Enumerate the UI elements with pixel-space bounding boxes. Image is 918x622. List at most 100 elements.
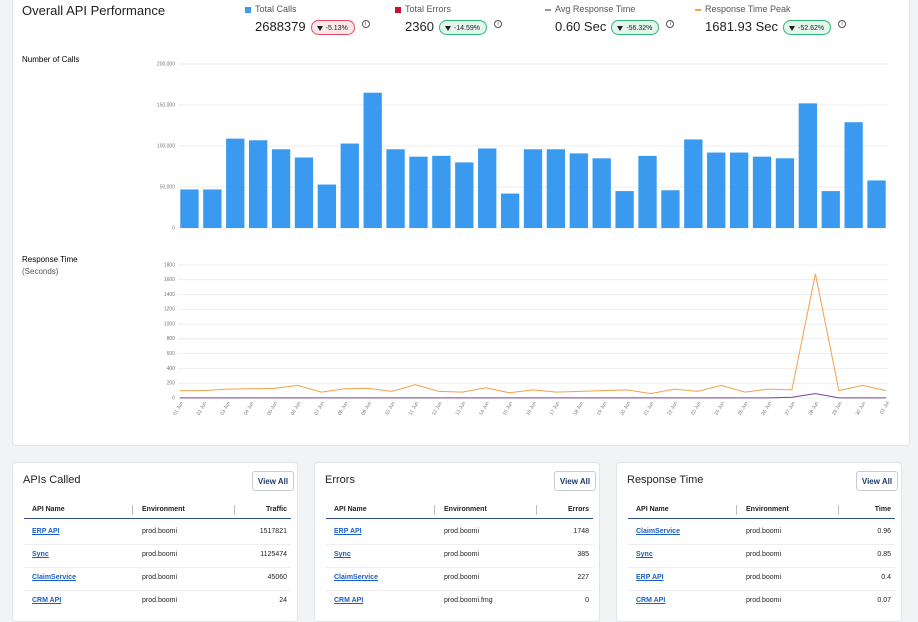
bar bbox=[615, 191, 634, 228]
trend-arrow bbox=[444, 26, 451, 31]
x-tick-label: 20 Jun bbox=[619, 400, 632, 416]
view-all-button[interactable]: View All bbox=[252, 471, 294, 491]
view-all-button[interactable]: View All bbox=[554, 471, 596, 491]
y-tick-label: 1400 bbox=[164, 292, 175, 298]
row-divider bbox=[24, 544, 291, 545]
metric-value: 385 bbox=[577, 551, 589, 558]
environment: prod.boomi bbox=[444, 551, 480, 558]
api-link[interactable]: ClaimService bbox=[32, 574, 76, 581]
row-divider bbox=[628, 567, 895, 568]
y-tick-label: 0 bbox=[172, 395, 175, 401]
y-tick-label: 800 bbox=[167, 336, 176, 342]
x-tick-label: 04 Jun bbox=[243, 400, 256, 416]
x-tick-label: 25 Jun bbox=[737, 400, 750, 416]
x-tick-label: 12 Jun bbox=[431, 400, 444, 416]
bar bbox=[638, 155, 657, 228]
bar bbox=[821, 191, 840, 228]
environment: prod.boomi bbox=[142, 551, 178, 558]
bar bbox=[249, 140, 268, 228]
environment: prod.boomi bbox=[746, 574, 782, 581]
trend-arrow bbox=[316, 26, 323, 31]
legend-marker bbox=[395, 7, 401, 13]
change-badge: -52.62% bbox=[783, 20, 832, 35]
header-underline bbox=[628, 518, 895, 519]
api-link[interactable]: CRM API bbox=[334, 597, 364, 604]
header-underline bbox=[326, 518, 593, 519]
legend-marker bbox=[695, 9, 701, 11]
column-header: Environment bbox=[142, 506, 185, 513]
y-tick-label: 0 bbox=[172, 225, 175, 231]
kpi-value: 2360 bbox=[405, 19, 434, 34]
y-tick-label: 1200 bbox=[164, 307, 175, 313]
api-link[interactable]: CRM API bbox=[636, 597, 666, 604]
bar bbox=[798, 103, 817, 228]
x-tick-label: 21 Jun bbox=[643, 400, 656, 416]
y-tick-label: 50,000 bbox=[160, 184, 176, 190]
environment: prod.boomi bbox=[142, 574, 178, 581]
y-axis-label: Response Time bbox=[22, 255, 78, 264]
x-tick-label: 23 Jun bbox=[690, 400, 703, 416]
header-underline bbox=[24, 518, 291, 519]
x-tick-label: 02 Jun bbox=[196, 400, 209, 416]
api-link[interactable]: CRM API bbox=[32, 597, 62, 604]
x-tick-label: 10 Jun bbox=[384, 400, 397, 416]
column-header: Traffic bbox=[265, 506, 287, 513]
view-all-button[interactable]: View All bbox=[856, 471, 898, 491]
legend-marker bbox=[545, 9, 551, 11]
x-tick-label: 11 Jun bbox=[408, 400, 421, 416]
info-icon: i bbox=[838, 20, 847, 28]
kpi-value: 1681.93 Sec bbox=[705, 19, 779, 34]
x-tick-label: 22 Jun bbox=[666, 400, 679, 416]
metric-value: 45060 bbox=[267, 574, 287, 581]
bar bbox=[569, 153, 588, 228]
row-divider bbox=[326, 590, 593, 591]
api-link[interactable]: Sync bbox=[32, 551, 49, 558]
row-divider bbox=[628, 544, 895, 545]
metric-value: 1748 bbox=[573, 528, 589, 535]
y-tick-label: 200 bbox=[167, 381, 176, 387]
y-tick-label: 1600 bbox=[164, 277, 175, 283]
column-header: API Name bbox=[636, 506, 669, 513]
row-divider bbox=[326, 567, 593, 568]
x-tick-label: 15 Jun bbox=[502, 400, 515, 416]
x-tick-label: 08 Jun bbox=[337, 400, 350, 416]
y-tick-label: 100,000 bbox=[157, 143, 175, 149]
bar bbox=[684, 139, 703, 228]
api-link[interactable]: ERP API bbox=[334, 528, 362, 535]
api-link[interactable]: ClaimService bbox=[334, 574, 378, 581]
kpi-label: Total Errors bbox=[405, 4, 452, 14]
api-link[interactable]: ERP API bbox=[636, 574, 664, 581]
bar bbox=[386, 149, 405, 228]
bar bbox=[867, 180, 886, 228]
x-tick-label: 14 Jun bbox=[478, 400, 491, 416]
x-tick-label: 28 Jun bbox=[808, 400, 821, 416]
column-header: Environment bbox=[746, 506, 789, 513]
change-badge: -14.59% bbox=[438, 20, 487, 35]
table-card bbox=[314, 462, 600, 622]
column-separator bbox=[736, 505, 737, 515]
metric-value: 0.85 bbox=[877, 551, 891, 558]
metric-value: 1125474 bbox=[260, 551, 287, 558]
bar bbox=[340, 143, 359, 228]
metric-value: 1517821 bbox=[259, 528, 287, 535]
api-link[interactable]: ERP API bbox=[32, 528, 60, 535]
environment: prod.boomi.fmg bbox=[444, 597, 493, 604]
metric-value: 0.96 bbox=[877, 528, 891, 535]
environment: prod.boomi bbox=[142, 528, 178, 535]
x-tick-label: 24 Jun bbox=[713, 400, 726, 416]
environment: prod.boomi bbox=[746, 551, 782, 558]
x-tick-label: 17 Jun bbox=[549, 400, 562, 416]
kpi-label: Avg Response Time bbox=[555, 4, 636, 14]
info-icon: i bbox=[666, 20, 675, 28]
api-link[interactable]: ClaimService bbox=[636, 528, 680, 535]
y-axis-sublabel: (Seconds) bbox=[22, 267, 59, 276]
y-tick-label: 400 bbox=[167, 366, 176, 372]
api-link[interactable]: Sync bbox=[636, 551, 653, 558]
bar bbox=[317, 184, 337, 228]
environment: prod.boomi bbox=[142, 597, 178, 604]
bar bbox=[707, 152, 726, 228]
api-link[interactable]: Sync bbox=[334, 551, 351, 558]
x-tick-label: 05 Jun bbox=[266, 400, 279, 416]
x-tick-label: 06 Jun bbox=[290, 400, 303, 416]
environment: prod.boomi bbox=[444, 528, 480, 535]
